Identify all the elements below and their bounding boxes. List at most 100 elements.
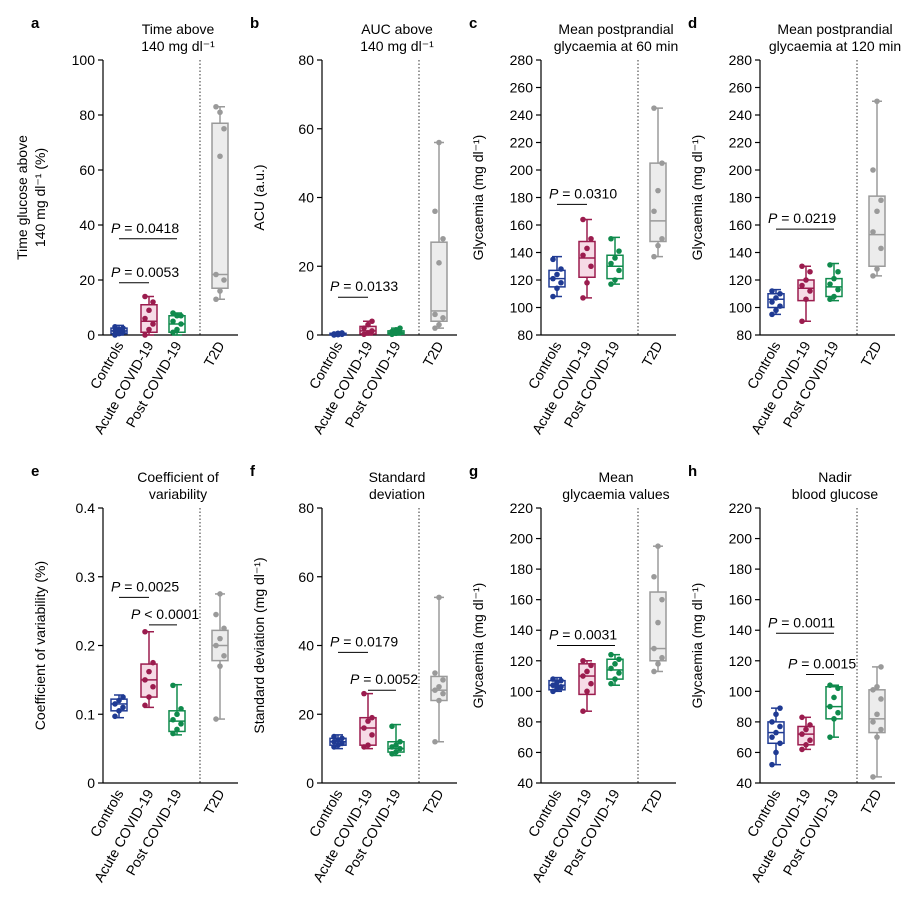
box-controls [548,255,566,300]
y-tick-label: 40 [517,775,533,791]
data-point [584,279,590,286]
y-axis-label: Glycaemia (mg dl⁻¹) [689,583,705,709]
data-point [651,105,657,111]
data-point [550,275,556,282]
data-point [769,734,775,740]
x-category-label: T2D [420,787,447,818]
data-point [580,657,586,664]
y-tick-label: 0 [87,327,95,343]
panel-letter: a [31,15,40,32]
data-point [874,734,880,740]
panel-letter: h [688,463,697,480]
data-point [835,709,841,716]
data-point [807,288,813,294]
data-point [773,711,779,718]
data-point [178,721,184,727]
data-point [588,263,594,270]
data-point [773,307,779,314]
panel-title: Time above [142,21,215,37]
data-point [799,282,805,289]
data-point [120,325,126,331]
data-point [361,690,367,697]
box-acute [359,690,377,750]
data-point [827,262,833,268]
data-point [150,659,156,666]
x-category-label: T2D [639,787,666,818]
y-tick-label: 0.4 [76,500,96,516]
data-point [120,704,126,711]
data-point [827,682,833,689]
data-point [878,245,884,252]
data-point [120,694,126,700]
data-point [170,682,176,689]
data-point [142,628,148,635]
data-point [870,687,876,693]
data-point [608,651,614,658]
p-value-label: P = 0.0015 [788,656,856,672]
data-point [769,761,775,768]
data-point [397,325,403,331]
data-point [440,677,446,683]
data-point [835,268,841,275]
y-tick-label: 160 [510,592,534,608]
data-point [831,293,837,300]
data-point [120,329,126,336]
data-point [874,266,880,272]
x-category-label: T2D [639,339,666,370]
data-point [432,738,438,745]
box-iqr [211,122,229,289]
box-iqr [430,241,448,322]
data-point [142,293,148,300]
data-point [799,318,805,325]
data-point [550,688,556,695]
data-point [331,733,337,740]
data-point [799,714,805,721]
data-point [588,235,594,242]
data-point [659,160,665,166]
data-point [436,697,442,704]
p-value-label: P = 0.0053 [111,264,179,280]
data-point [874,711,880,718]
y-tick-label: 220 [510,135,534,151]
y-tick-label: 60 [517,744,533,760]
y-tick-label: 120 [510,653,534,669]
box-controls [329,330,347,338]
box-t2d [868,664,886,780]
data-point [436,139,442,146]
data-point [878,696,884,702]
data-point [146,307,152,314]
y-tick-label: 200 [729,531,753,547]
data-point [369,328,375,334]
y-tick-label: 200 [510,531,534,547]
data-point [389,723,395,730]
y-tick-label: 100 [72,52,96,68]
data-point [339,735,345,742]
data-point [835,685,841,692]
data-point [213,103,219,110]
data-point [393,749,399,755]
box-iqr [649,591,667,662]
y-tick-label: 20 [298,258,314,274]
data-point [432,311,438,318]
y-tick-label: 160 [729,592,753,608]
panel-letter: c [469,15,477,32]
data-point [807,268,813,275]
y-tick-label: 80 [298,500,314,516]
panel-letter: f [250,463,256,480]
data-point [870,774,876,780]
y-tick-label: 160 [510,217,534,233]
y-tick-label: 200 [510,162,534,178]
data-point [580,673,586,679]
panel-title: Mean postprandial [558,21,673,37]
data-point [769,311,775,318]
data-point [584,245,590,252]
box-t2d [211,591,229,722]
y-tick-label: 100 [510,300,534,316]
data-point [588,680,594,687]
box-controls [329,733,347,750]
data-point [769,288,775,294]
data-point [651,668,657,675]
data-point [799,746,805,753]
data-point [803,726,809,733]
data-point [655,187,661,194]
